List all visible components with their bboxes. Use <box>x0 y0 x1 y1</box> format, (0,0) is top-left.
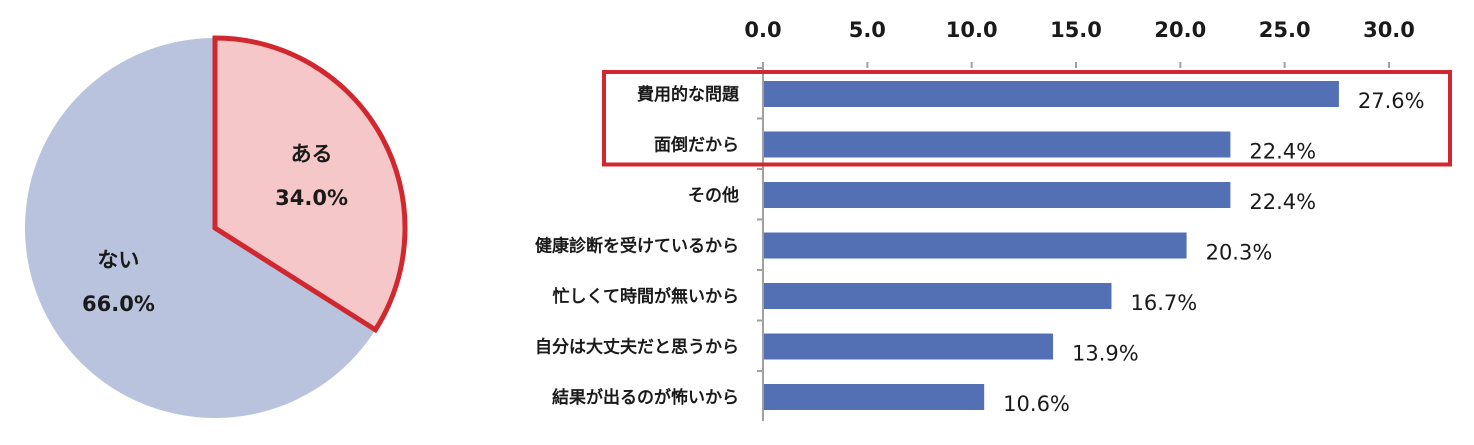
category-label: 健康診断を受けているから <box>535 236 739 257</box>
pie-slice-label: ある <box>291 142 333 166</box>
data-label: 16.7% <box>1130 291 1197 315</box>
data-label: 27.6% <box>1358 89 1425 113</box>
bar <box>764 333 1054 360</box>
pie-slice-value: 66.0% <box>82 292 155 316</box>
bar <box>764 131 1231 158</box>
highlight-box <box>602 70 1452 167</box>
category-label: その他 <box>688 185 739 206</box>
data-label: 22.4% <box>1249 190 1316 214</box>
category-label: 結果が出るのが怖いから <box>552 387 739 408</box>
data-label: 22.4% <box>1249 140 1316 164</box>
category-label: 面倒だから <box>654 136 739 156</box>
pie-slice-highlighted <box>212 35 408 334</box>
category-label: 自分は大丈夫だと思うから <box>535 337 739 358</box>
bar-chart: 0.0 5.0 10.0 15.0 20.0 25.0 30.0 費用的な問題 27.6% 面倒だ… <box>535 18 1452 421</box>
x-tick-label: 0.0 <box>744 18 781 42</box>
x-tick-label: 20.0 <box>1154 18 1206 42</box>
pie-slice-value: 34.0% <box>275 186 348 210</box>
x-tick-label: 15.0 <box>1050 18 1102 42</box>
data-label: 13.9% <box>1072 342 1139 366</box>
data-label: 20.3% <box>1206 241 1273 265</box>
pie-slice <box>24 38 376 418</box>
data-label: 10.6% <box>1003 392 1070 416</box>
x-tick-label: 30.0 <box>1363 18 1415 42</box>
x-tick-label: 10.0 <box>946 18 998 42</box>
pie-slice-label: ない <box>97 248 139 272</box>
pie-chart: ある 34.0% ない 66.0% <box>24 35 408 418</box>
category-label: 忙しくて時間が無いから <box>553 286 740 307</box>
bar <box>764 384 985 410</box>
bar <box>764 283 1112 309</box>
category-label: 費用的な問題 <box>637 84 740 105</box>
bar <box>764 232 1187 259</box>
x-tick-label: 5.0 <box>849 18 886 42</box>
bar <box>764 81 1339 107</box>
x-tick-label: 25.0 <box>1259 18 1311 42</box>
bar <box>764 182 1231 208</box>
